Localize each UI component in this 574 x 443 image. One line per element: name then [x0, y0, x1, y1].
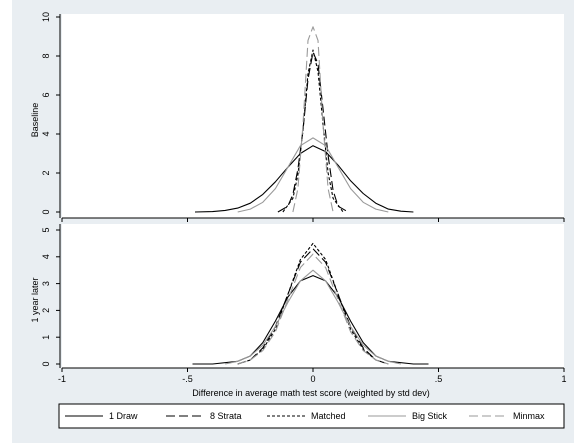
baseline-y-axis-title: Baseline — [30, 103, 40, 138]
followup-y-tick-label: 5 — [41, 227, 51, 232]
followup-y-axis-title: 1 year later — [30, 277, 40, 322]
followup-y-ticks: 0 1 2 3 4 5 — [41, 227, 60, 367]
followup-plot-area — [62, 224, 564, 368]
followup-y-tick-label: 0 — [41, 361, 51, 366]
followup-y-tick-label: 3 — [41, 281, 51, 286]
legend-label-matched: Matched — [311, 411, 346, 421]
followup-y-tick-label: 4 — [41, 254, 51, 259]
baseline-series-group — [194, 26, 414, 213]
baseline-x-ticks — [61, 218, 565, 222]
baseline-y-tick-label: 10 — [41, 12, 51, 22]
x-tick-label: .5 — [435, 374, 443, 384]
baseline-y-tick-label: 2 — [41, 170, 51, 175]
legend: 1 Draw 8 Strata Matched Big Stick Minmax — [65, 411, 545, 421]
followup-y-tick-label: 1 — [41, 335, 51, 340]
legend-label-8-strata: 8 Strata — [210, 411, 242, 421]
legend-label-big-stick: Big Stick — [412, 411, 448, 421]
baseline-series-1-draw — [194, 145, 414, 213]
followup-series-8-strata — [237, 248, 389, 365]
baseline-series-minmax — [292, 26, 334, 213]
followup-series-big-stick — [225, 269, 402, 365]
left-margin-strip — [0, 0, 12, 443]
followup-series-minmax — [237, 253, 389, 365]
followup-y-tick-label: 2 — [41, 308, 51, 313]
followup-x-ticks: -1 -.5 0 .5 1 — [58, 368, 567, 384]
followup-series-group — [192, 242, 429, 365]
x-tick-label: -1 — [58, 374, 66, 384]
baseline-x-axis — [61, 217, 565, 222]
x-tick-label: 0 — [310, 374, 315, 384]
baseline-y-tick-label: 8 — [41, 53, 51, 58]
followup-series-matched — [237, 242, 389, 365]
baseline-y-ticks: 0 2 4 6 8 10 — [41, 12, 60, 215]
legend-label-1-draw: 1 Draw — [109, 411, 138, 421]
baseline-plot-area — [62, 14, 564, 218]
baseline-y-tick-label: 0 — [41, 209, 51, 214]
legend-label-minmax: Minmax — [513, 411, 545, 421]
followup-y-axis: 0 1 2 3 4 5 1 year later — [30, 224, 61, 368]
x-tick-label: -.5 — [182, 374, 193, 384]
baseline-series-matched — [282, 49, 344, 213]
x-tick-label: 1 — [561, 374, 566, 384]
baseline-y-tick-label: 4 — [41, 131, 51, 136]
baseline-series-big-stick — [237, 137, 389, 213]
x-axis-title: Difference in average math test score (w… — [192, 388, 429, 398]
baseline-y-tick-label: 6 — [41, 92, 51, 97]
followup-x-axis: -1 -.5 0 .5 1 — [58, 367, 567, 384]
legend-box — [58, 403, 565, 429]
baseline-y-axis: 0 2 4 6 8 10 Baseline — [30, 12, 61, 218]
